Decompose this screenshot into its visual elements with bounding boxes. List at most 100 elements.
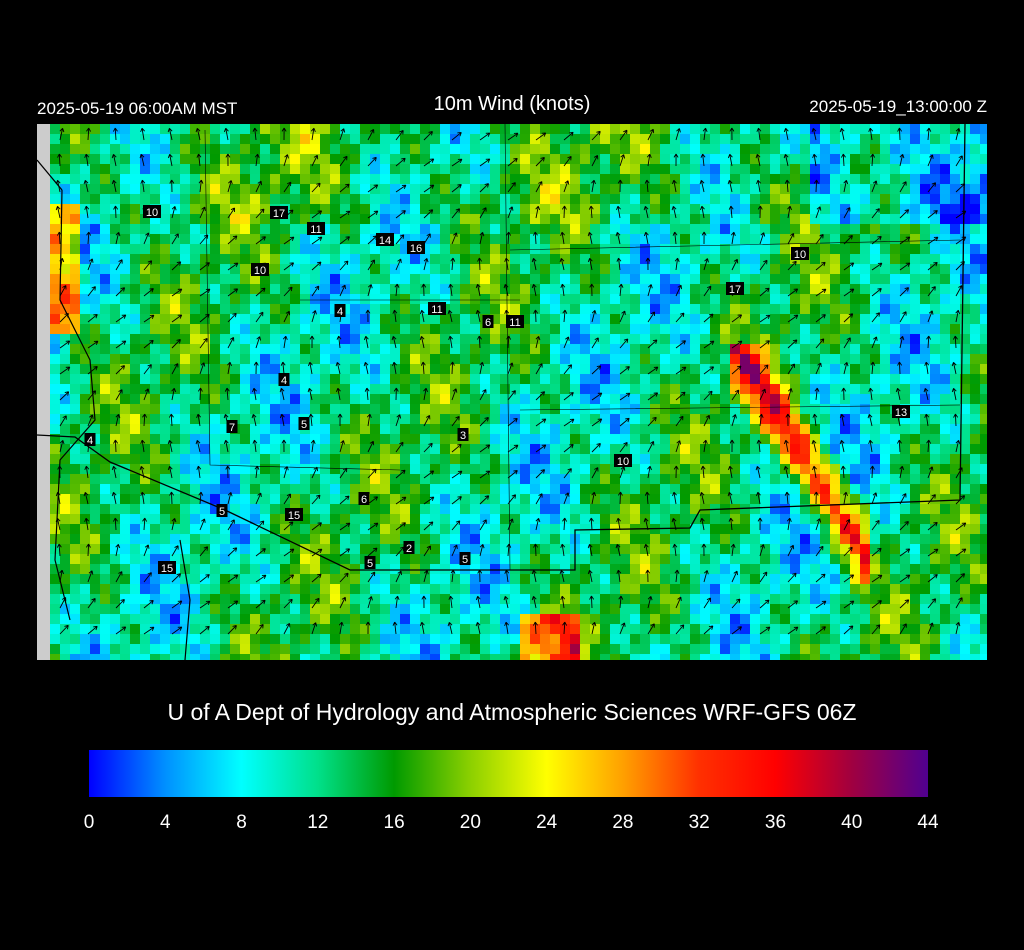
wind-cell [750, 124, 760, 134]
wind-cell [670, 414, 680, 424]
wind-cell [380, 514, 390, 524]
wind-cell [320, 194, 330, 204]
wind-cell [940, 454, 950, 464]
wind-cell [110, 374, 120, 384]
wind-cell [770, 154, 780, 164]
wind-cell [540, 574, 550, 584]
wind-cell [110, 164, 120, 174]
wind-cell [70, 144, 80, 154]
wind-cell [560, 504, 570, 514]
wind-cell [510, 274, 520, 284]
wind-cell [970, 334, 980, 344]
wind-cell [530, 634, 540, 644]
wind-cell [640, 264, 650, 274]
wind-cell [750, 514, 760, 524]
wind-cell [710, 564, 720, 574]
wind-cell [110, 454, 120, 464]
wind-cell [80, 234, 90, 244]
wind-cell [830, 164, 840, 174]
wind-cell [550, 224, 560, 234]
wind-cell [360, 304, 370, 314]
wind-cell [220, 484, 230, 494]
wind-cell [80, 614, 90, 624]
wind-cell [790, 184, 800, 194]
wind-cell [850, 644, 860, 654]
wind-cell [550, 174, 560, 184]
wind-cell [130, 614, 140, 624]
wind-cell [610, 394, 620, 404]
wind-cell [550, 384, 560, 394]
wind-cell [590, 194, 600, 204]
wind-cell [740, 384, 750, 394]
wind-cell [660, 414, 670, 424]
wind-cell [930, 634, 940, 644]
wind-cell [360, 374, 370, 384]
wind-cell [810, 634, 820, 644]
wind-cell [280, 554, 290, 564]
wind-cell [500, 604, 510, 614]
wind-cell [880, 544, 890, 554]
wind-cell [190, 454, 200, 464]
wind-cell [250, 314, 260, 324]
wind-cell [230, 434, 240, 444]
wind-cell [980, 324, 987, 334]
wind-cell [920, 404, 930, 414]
wind-cell [680, 544, 690, 554]
wind-cell [680, 584, 690, 594]
wind-cell [850, 164, 860, 174]
wind-cell [910, 474, 920, 484]
wind-cell [800, 454, 810, 464]
wind-cell [730, 534, 740, 544]
wind-cell [720, 434, 730, 444]
wind-cell [600, 644, 610, 654]
wind-cell [60, 324, 70, 334]
wind-cell [900, 354, 910, 364]
wind-cell [90, 124, 100, 134]
wind-cell [760, 154, 770, 164]
wind-cell [110, 294, 120, 304]
wind-cell [840, 314, 850, 324]
wind-cell [120, 314, 130, 324]
wind-cell [880, 564, 890, 574]
wind-cell [470, 464, 480, 474]
wind-cell [200, 464, 210, 474]
wind-cell [690, 584, 700, 594]
wind-cell [350, 214, 360, 224]
wind-cell [910, 374, 920, 384]
wind-cell [880, 284, 890, 294]
wind-cell [870, 404, 880, 414]
wind-cell [500, 204, 510, 214]
wind-cell [470, 264, 480, 274]
wind-cell [440, 354, 450, 364]
wind-cell [970, 494, 980, 504]
wind-cell [350, 224, 360, 234]
wind-cell [510, 424, 520, 434]
wind-cell [320, 184, 330, 194]
wind-cell [610, 204, 620, 214]
wind-cell [420, 324, 430, 334]
wind-cell [900, 264, 910, 274]
wind-cell [860, 584, 870, 594]
wind-cell [50, 214, 60, 224]
wind-cell [610, 214, 620, 224]
wind-cell [250, 614, 260, 624]
wind-cell [460, 264, 470, 274]
wind-cell [460, 144, 470, 154]
wind-cell [50, 524, 60, 534]
wind-cell [120, 444, 130, 454]
wind-cell [550, 354, 560, 364]
wind-cell [400, 124, 410, 134]
wind-cell [420, 284, 430, 294]
wind-cell [120, 494, 130, 504]
wind-cell [870, 304, 880, 314]
wind-cell [280, 424, 290, 434]
wind-cell [540, 334, 550, 344]
wind-cell [580, 174, 590, 184]
wind-cell [500, 284, 510, 294]
wind-cell [530, 164, 540, 174]
wind-cell [650, 314, 660, 324]
wind-cell [620, 294, 630, 304]
wind-cell [950, 354, 960, 364]
wind-cell [140, 144, 150, 154]
wind-cell [800, 374, 810, 384]
